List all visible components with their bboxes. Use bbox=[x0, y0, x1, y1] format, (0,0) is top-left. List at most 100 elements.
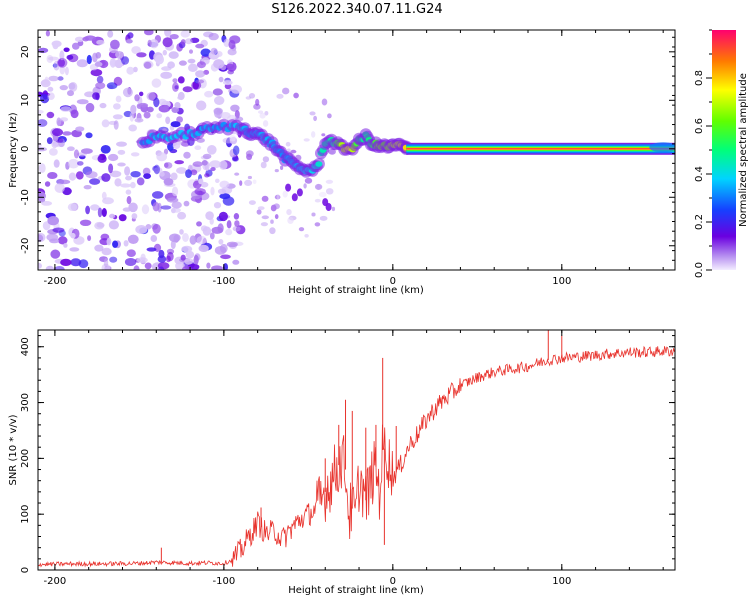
noise-blob bbox=[126, 196, 132, 205]
noise-blob bbox=[184, 258, 194, 265]
noise-blob bbox=[113, 76, 123, 86]
noise-blob bbox=[85, 205, 90, 215]
noise-blob bbox=[130, 104, 137, 114]
noise-blob bbox=[49, 238, 60, 244]
noise-blob bbox=[256, 209, 262, 215]
noise-blob bbox=[325, 188, 334, 195]
noise-blob bbox=[168, 51, 179, 59]
noise-blob bbox=[70, 232, 76, 239]
colorbar-tick-label: 0.2 bbox=[694, 214, 705, 230]
noise-blob bbox=[103, 258, 109, 268]
spectrogram-ytick-label: -10 bbox=[20, 189, 31, 205]
noise-blob bbox=[107, 153, 119, 162]
noise-blob bbox=[163, 105, 170, 110]
noise-blob bbox=[157, 255, 167, 263]
noise-blob bbox=[70, 258, 82, 267]
colorbar-tick-label: 0.0 bbox=[694, 262, 705, 278]
noise-blob bbox=[68, 172, 77, 181]
noise-blob bbox=[121, 56, 130, 65]
noise-blob bbox=[248, 93, 256, 99]
noise-blob bbox=[208, 32, 219, 41]
noise-blob bbox=[68, 82, 76, 90]
spectrogram-xtick-label: 0 bbox=[390, 276, 396, 287]
noise-blob bbox=[101, 247, 112, 256]
noise-blob bbox=[226, 241, 238, 248]
noise-blob bbox=[207, 145, 217, 155]
noise-blob bbox=[213, 202, 222, 209]
noise-blob bbox=[180, 30, 191, 38]
noise-blob bbox=[318, 191, 327, 198]
spectrogram-ylabel: Frequency (Hz) bbox=[8, 112, 19, 188]
noise-blob bbox=[176, 116, 184, 123]
noise-blob bbox=[45, 265, 55, 270]
noise-blob bbox=[67, 203, 78, 212]
noise-blob bbox=[274, 214, 279, 220]
noise-blob bbox=[262, 156, 270, 163]
noise-blob bbox=[115, 95, 122, 103]
noise-blob bbox=[282, 190, 288, 198]
noise-blob bbox=[285, 141, 291, 147]
noise-blob bbox=[321, 133, 326, 137]
noise-blob bbox=[124, 258, 137, 266]
noise-blob bbox=[185, 38, 193, 45]
noise-blob bbox=[152, 191, 164, 199]
spectrogram-marks bbox=[38, 30, 675, 270]
noise-blob bbox=[127, 32, 134, 39]
noise-blob bbox=[177, 91, 185, 101]
noise-blob bbox=[52, 227, 65, 233]
noise-blob bbox=[309, 111, 316, 116]
noise-blob bbox=[177, 76, 185, 84]
noise-blob bbox=[144, 30, 154, 36]
noise-blob bbox=[287, 217, 294, 224]
noise-blob bbox=[107, 30, 114, 38]
noise-blob bbox=[89, 178, 101, 185]
noise-blob bbox=[182, 233, 189, 242]
noise-blob bbox=[86, 54, 92, 65]
noise-blob bbox=[134, 94, 140, 102]
noise-blob bbox=[274, 169, 279, 173]
noise-blob bbox=[76, 59, 88, 68]
noise-blob bbox=[262, 120, 269, 127]
noise-blob bbox=[228, 39, 236, 50]
noise-blob bbox=[304, 177, 313, 184]
spectrogram-ytick-label: 20 bbox=[20, 45, 31, 58]
noise-blob bbox=[185, 169, 192, 179]
noise-blob bbox=[210, 186, 215, 196]
noise-blob bbox=[66, 54, 74, 60]
noise-blob bbox=[234, 172, 240, 176]
noise-blob bbox=[314, 222, 321, 227]
noise-blob bbox=[38, 119, 48, 127]
noise-blob bbox=[139, 91, 144, 97]
noise-blob bbox=[84, 35, 96, 41]
noise-blob bbox=[59, 85, 68, 91]
noise-blob bbox=[125, 189, 132, 195]
noise-blob bbox=[97, 207, 103, 218]
noise-blob bbox=[60, 106, 72, 112]
noise-blob bbox=[83, 185, 92, 190]
noise-blob bbox=[220, 254, 231, 260]
noise-blob bbox=[113, 103, 121, 110]
noise-blob bbox=[233, 145, 240, 156]
noise-blob bbox=[193, 254, 199, 265]
noise-blob bbox=[321, 98, 328, 106]
noise-blob bbox=[87, 235, 92, 242]
noise-blob bbox=[180, 254, 186, 261]
noise-blob bbox=[125, 39, 133, 44]
noise-blob bbox=[140, 253, 146, 262]
noise-blob bbox=[202, 153, 212, 160]
noise-blob bbox=[194, 188, 206, 196]
noise-blob bbox=[179, 229, 184, 235]
spectrogram-xtick-label: -200 bbox=[44, 276, 67, 287]
noise-blob bbox=[170, 240, 176, 250]
noise-blob bbox=[227, 48, 237, 56]
noise-blob bbox=[160, 71, 173, 79]
noise-blob bbox=[217, 188, 227, 195]
noise-blob bbox=[218, 76, 224, 83]
noise-blob bbox=[244, 179, 253, 186]
snr-xtick-label: 100 bbox=[552, 576, 571, 587]
noise-blob bbox=[160, 205, 172, 210]
noise-blob bbox=[128, 202, 138, 213]
noise-blob bbox=[38, 163, 46, 174]
noise-blob bbox=[127, 234, 139, 244]
noise-blob bbox=[108, 163, 114, 174]
